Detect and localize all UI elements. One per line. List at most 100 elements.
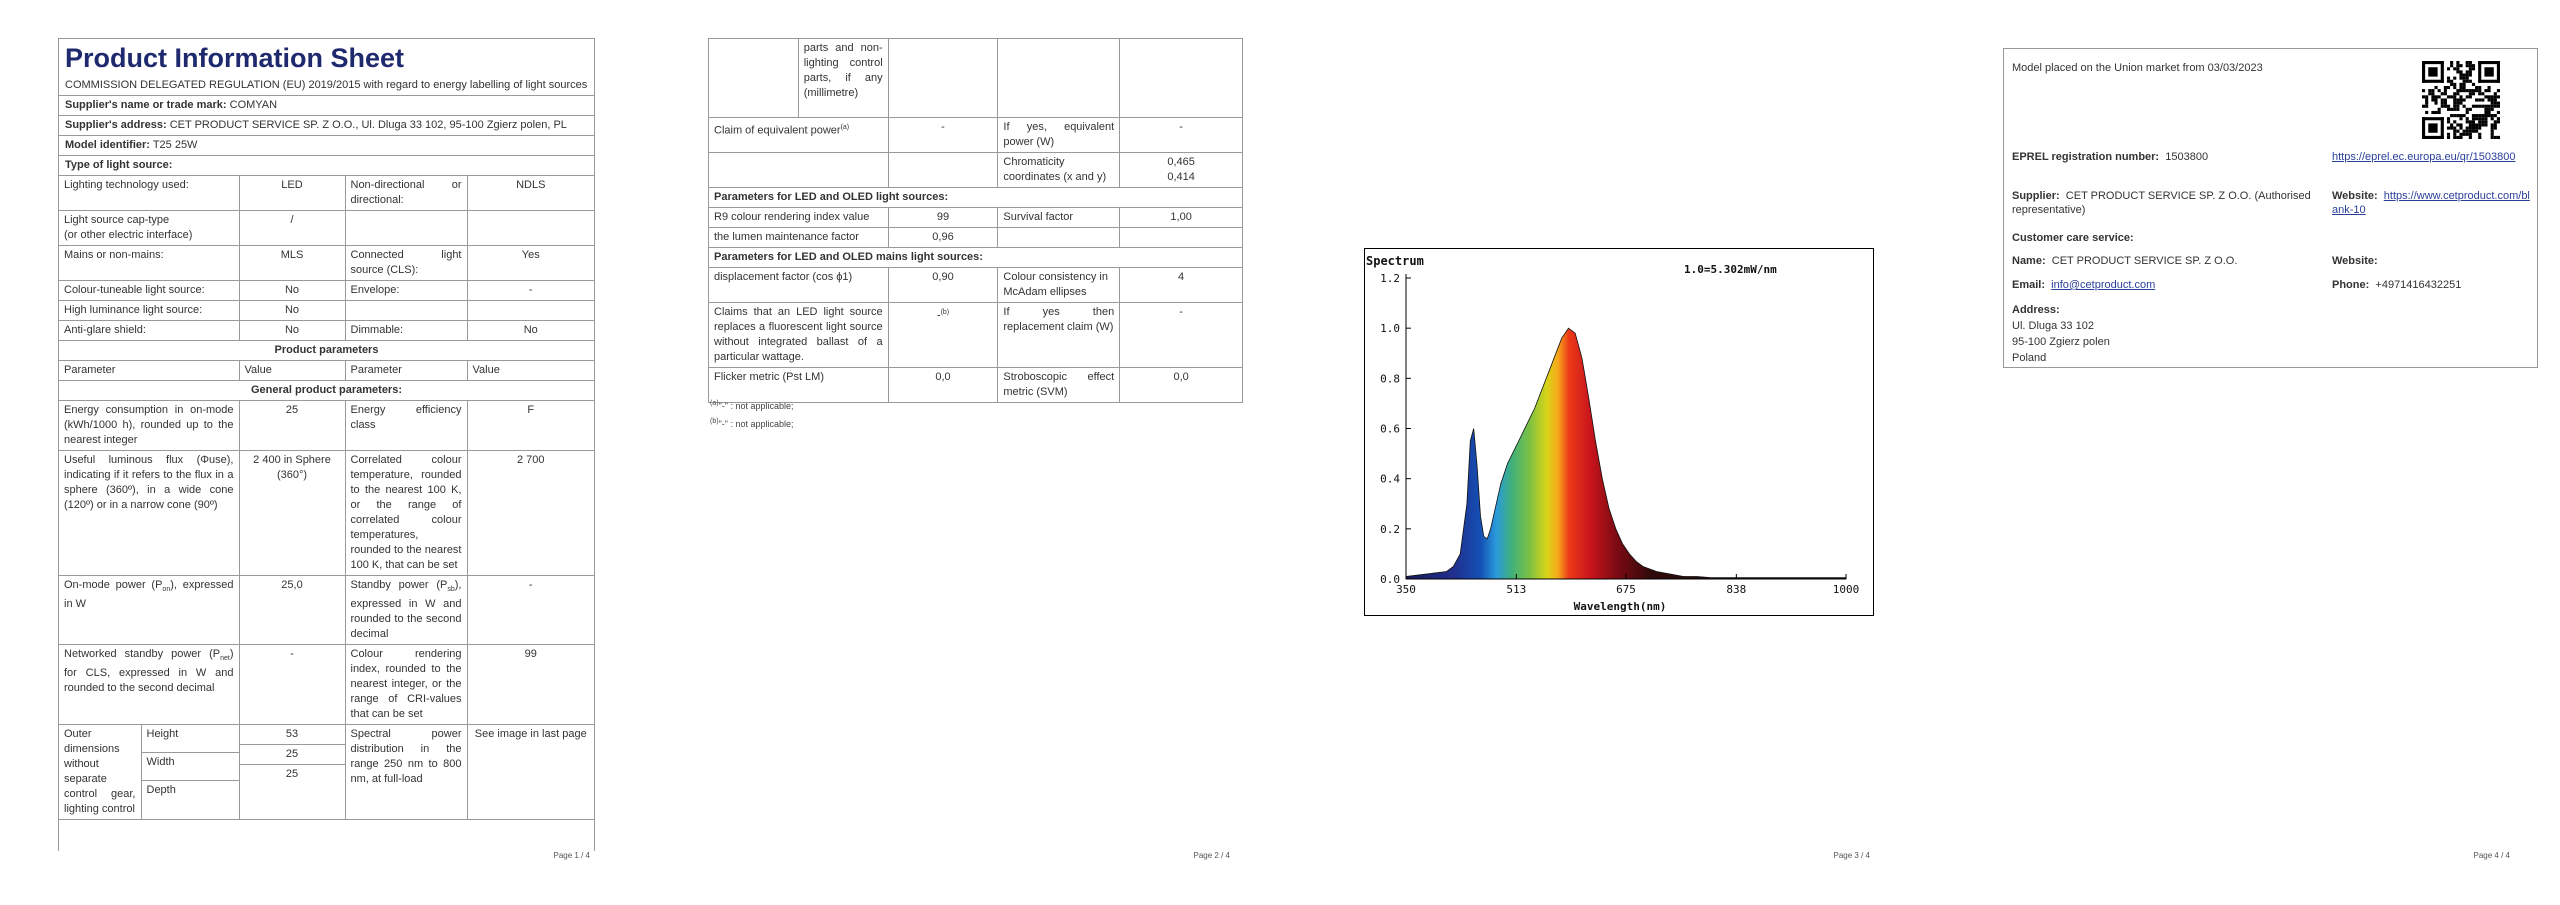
market-date-text: Model placed on the Union market from 03… <box>2012 62 2263 74</box>
eprel-link[interactable]: https://eprel.ec.europa.eu/qr/1503800 <box>2332 151 2516 163</box>
table-row: Parameter Value Parameter Value <box>59 360 594 381</box>
superscript: (a) <box>710 400 719 407</box>
lumen-maintenance-label: the lumen maintenance factor <box>708 227 889 248</box>
empty-cell <box>466 210 594 246</box>
name-row: Name: CET PRODUCT SERVICE SP. Z O.O. <box>2012 254 2237 268</box>
website-label-2: Website: <box>2332 255 2378 267</box>
y-tick-label: 1.0 <box>1380 322 1400 335</box>
table-row: High luminance light source: No <box>59 300 594 321</box>
footnotes: (a)"-" : not applicable; (b)"-" : not ap… <box>710 396 794 432</box>
efficiency-class-value: F <box>466 400 594 451</box>
table-row: Mains or non-mains: MLS Connected light … <box>59 245 594 281</box>
table-row: R9 colour rendering index value 99 Survi… <box>708 207 1243 228</box>
y-tick-label: 0.2 <box>1380 523 1400 536</box>
table-row: Energy consumption in on-mode (kWh/1000 … <box>59 400 594 451</box>
spectrum-area <box>1405 327 1847 580</box>
height-label: Height <box>141 725 239 754</box>
survival-factor-value: 1,00 <box>1119 207 1243 228</box>
chromaticity-value: 0,465 0,414 <box>1119 152 1243 188</box>
product-parameters-heading: Product parameters <box>59 340 594 361</box>
envelope-value: - <box>466 280 594 301</box>
x-axis-label: Wavelength(nm) <box>1574 600 1667 613</box>
standby-power-value: - <box>466 574 594 646</box>
table-row: Colour-tuneable light source: No Envelop… <box>59 280 594 301</box>
displacement-factor-label: displacement factor (cos ϕ1) <box>708 267 889 303</box>
superscript: (b) <box>940 309 950 316</box>
table-row: displacement factor (cos ϕ1) 0,90 Colour… <box>708 267 1243 303</box>
supplier-address-label: Supplier's address: <box>65 119 167 131</box>
networked-standby-text: Networked standby power (P <box>64 648 221 661</box>
stroboscopic-label: Stroboscopic effect metric (SVM) <box>997 367 1121 403</box>
empty-cell <box>708 38 799 118</box>
page-number: Page 3 / 4 <box>1833 851 1870 860</box>
fluorescent-claim-text: - <box>936 309 941 322</box>
survival-factor-label: Survival factor <box>997 207 1121 228</box>
website-label: Website: <box>2332 190 2378 202</box>
colour-consistency-label: Colour consistency in McAdam ellipses <box>997 267 1121 303</box>
cct-label: Correlated colour temperature, rounded t… <box>344 450 468 576</box>
cri-label: Colour rendering index, rounded to the n… <box>344 644 468 726</box>
address-label: Address: <box>2012 304 2060 316</box>
outer-dimensions-label: Outer dimensions without separate contro… <box>59 725 142 820</box>
connected-value: Yes <box>466 245 594 281</box>
spectral-distribution-label: Spectral power distribution in the range… <box>344 724 468 821</box>
depth-label: Depth <box>146 784 176 797</box>
email-row: Email: info@cetproduct.com <box>2012 278 2155 292</box>
page-3: Page 3 / 4 <box>1280 0 1920 905</box>
column-header-parameter: Parameter <box>344 360 468 381</box>
page-2: Page 2 / 4 <box>640 0 1280 905</box>
table-row: Claim of equivalent power(a) - If yes, e… <box>708 117 1243 153</box>
efficiency-class-label: Energy efficiency class <box>344 400 468 451</box>
lighting-tech-label: Lighting technology used: <box>59 175 240 211</box>
supplier-name-value: COMYAN <box>229 99 278 111</box>
chart-title: Spectrum <box>1366 254 1424 268</box>
networked-standby-value: - <box>238 644 346 726</box>
width-label: Width <box>141 752 239 782</box>
on-mode-power-text: ), expressed in W <box>64 579 234 611</box>
mains-value: MLS <box>238 245 346 281</box>
chromaticity-x: 0,465 <box>1167 156 1195 168</box>
chart-annotation: 1.0=5.302mW/nm <box>1684 263 1777 276</box>
colour-tuneable-value: No <box>238 280 346 301</box>
footnote-a: (a)"-" : not applicable; <box>710 400 794 411</box>
footnote-text: -" : not applicable; <box>721 419 794 429</box>
website-link[interactable]: https://www.cetproduct.com/blank-10 <box>2332 190 2530 216</box>
table-row: Width <box>59 752 239 782</box>
table-row: Lighting technology used: LED Non-direct… <box>59 175 594 211</box>
superscript: (a) <box>840 124 850 131</box>
high-luminance-label: High luminance light source: <box>59 300 240 321</box>
on-mode-power-label: On-mode power (Pon), expressed in W <box>59 574 240 646</box>
anti-glare-label: Anti-glare shield: <box>59 320 240 341</box>
depth-value: 25 <box>285 768 299 781</box>
energy-consumption-label: Energy consumption in on-mode (kWh/1000 … <box>59 400 240 451</box>
phone-row: Phone: +4971416432251 <box>2332 278 2461 292</box>
standby-power-label: Standby power (Psb), expressed in W and … <box>344 574 468 646</box>
table-row: Parameters for LED and OLED mains light … <box>708 247 1243 268</box>
table-row: Claims that an LED light source replaces… <box>708 302 1243 368</box>
subscript: net <box>220 655 230 663</box>
envelope-label: Envelope: <box>344 280 468 301</box>
y-tick-label: 1.2 <box>1380 272 1400 285</box>
replacement-claim-value: - <box>1119 302 1243 368</box>
nondirectional-value: NDLS <box>466 175 594 211</box>
on-mode-power-text: On-mode power (P <box>64 579 163 591</box>
lighting-tech-value: LED <box>238 175 346 211</box>
cap-type-label-line2: (or other electric interface) <box>64 229 193 241</box>
footnote-text: -" : not applicable; <box>721 401 794 411</box>
displacement-factor-value: 0,90 <box>887 267 999 303</box>
supplier-address-value: CET PRODUCT SERVICE SP. Z O.O., Ul. Dlug… <box>169 119 567 131</box>
qr-code-icon[interactable] <box>2422 61 2500 139</box>
x-tick-label: 513 <box>1506 583 1526 596</box>
equivalent-power-label: Claim of equivalent power(a) <box>708 117 889 153</box>
if-yes-equivalent-value: - <box>1119 117 1243 153</box>
table-row: Chromaticity coordinates (x and y) 0,465… <box>708 152 1243 188</box>
replacement-claim-label: If yes then replacement claim (W) <box>997 302 1121 368</box>
column-header-value: Value <box>466 360 594 381</box>
y-tick-label: 0.4 <box>1380 473 1400 486</box>
x-tick-label: 1000 <box>1833 583 1860 596</box>
regulation-text: COMMISSION DELEGATED REGULATION (EU) 201… <box>65 79 588 91</box>
supplier-name-label: Supplier's name or trade mark: <box>65 99 227 111</box>
email-link[interactable]: info@cetproduct.com <box>2051 279 2156 291</box>
address-block: Address: Ul. Dluga 33 102 95-100 Zgierz … <box>2012 302 2110 366</box>
name-label: Name: <box>2012 255 2046 267</box>
